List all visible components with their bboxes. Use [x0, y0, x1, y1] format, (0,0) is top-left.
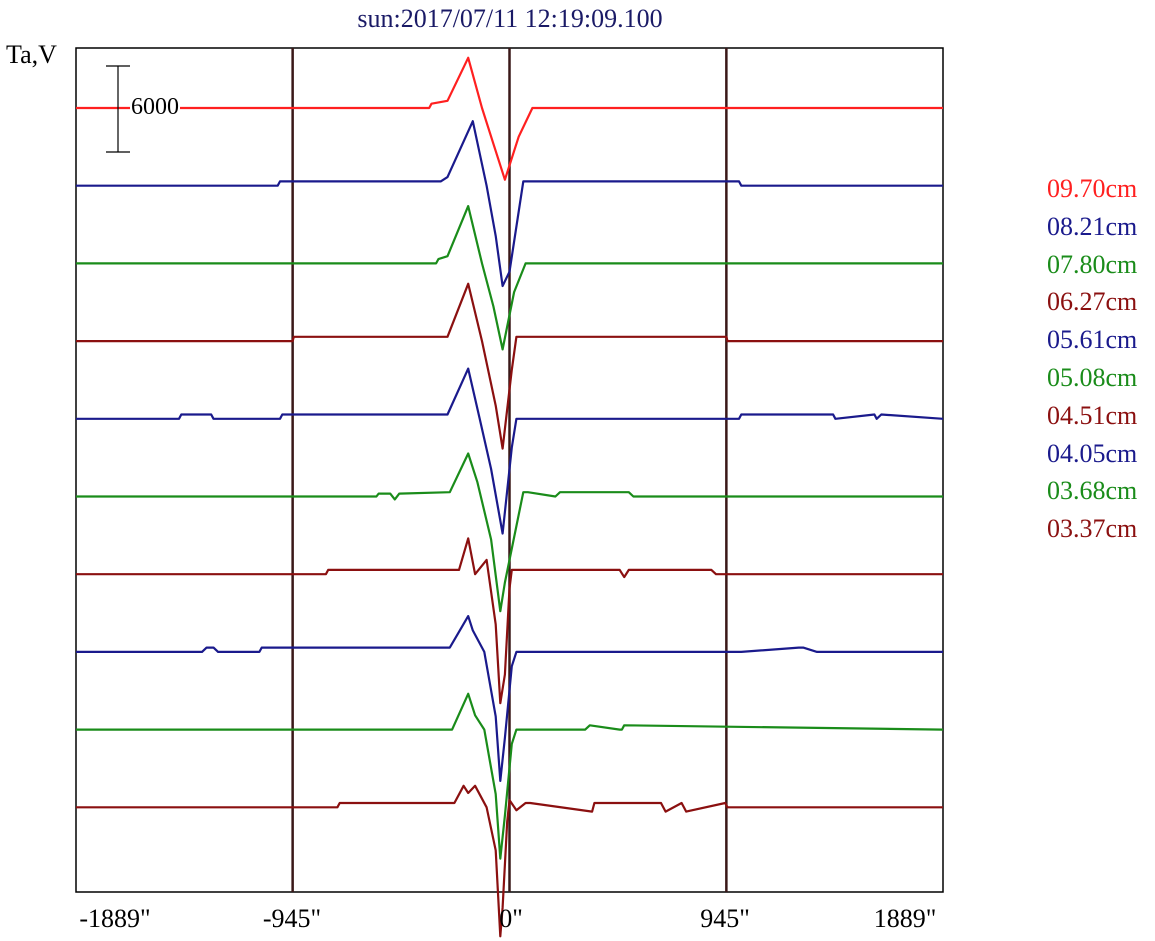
series-line-08.21cm	[76, 120, 943, 288]
legend-entry: 07.80cm	[1047, 249, 1138, 279]
series-group	[76, 56, 944, 938]
x-tick-label: -1889"	[79, 904, 151, 933]
x-tick-label: 0"	[499, 904, 523, 933]
legend-entry: 03.37cm	[1047, 514, 1138, 544]
x-tick-label: 945"	[700, 904, 750, 933]
legend: 09.70cm 08.21cm 07.80cm 06.27cm 05.61cm …	[1047, 170, 1137, 548]
series-line-05.08cm	[76, 452, 943, 613]
series-line-07.80cm	[76, 205, 943, 351]
x-tick-label: -945"	[262, 904, 322, 933]
y-axis-label: Ta,V	[6, 40, 57, 69]
series-line-09.70cm	[76, 56, 943, 181]
scale-bar	[106, 65, 130, 153]
legend-entry: 05.08cm	[1047, 362, 1138, 392]
chart-title: sun:2017/07/11 12:19:09.100	[357, 4, 663, 33]
legend-entry: 09.70cm	[1047, 174, 1138, 203]
legend-entry: 05.61cm	[1047, 325, 1138, 355]
series-line-05.61cm	[76, 367, 944, 535]
series-line-03.68cm	[76, 692, 944, 860]
series-line-04.51cm	[76, 537, 943, 705]
series-line-04.05cm	[76, 615, 943, 782]
legend-entry: 04.51cm	[1047, 400, 1138, 430]
scale-bar-label: 6000	[130, 94, 180, 121]
legend-entry: 04.05cm	[1047, 438, 1138, 468]
series-line-06.27cm	[76, 282, 943, 450]
legend-entry: 03.68cm	[1047, 476, 1138, 506]
legend-entry: 08.21cm	[1047, 211, 1138, 241]
x-tick-label: 1889"	[873, 904, 937, 933]
series-line-03.37cm	[76, 784, 943, 938]
legend-entry: 06.27cm	[1047, 287, 1138, 317]
